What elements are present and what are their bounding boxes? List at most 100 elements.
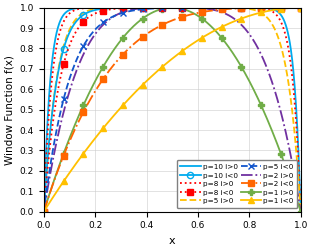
p=2 i<0 [180,16,184,18]
p=1 i<0 [121,104,125,107]
Line: p=1 i<0: p=1 i<0 [41,4,304,215]
p=10 i<0 [259,6,263,9]
p=10 i>0 [247,6,251,9]
p=8 i<0 [101,9,105,12]
p=8 i>0 [219,6,222,9]
p=1 i<0 [81,152,85,155]
p=2 i<0 [141,36,144,38]
p=8 i>0 [158,6,162,9]
p=1 i>0 [101,65,105,68]
p=5 i<0 [160,6,164,10]
p=1 i>0 [259,104,263,107]
p=8 i<0 [180,6,184,9]
p=1 i<0 [259,11,263,14]
p=2 i>0 [242,26,246,30]
p=10 i>0 [155,6,159,9]
p=2 i<0 [299,6,303,9]
p=5 i<0 [101,21,105,24]
p=8 i>0 [68,12,72,14]
p=1 i<0 [160,65,164,68]
Line: p=1 i>0: p=1 i>0 [40,6,304,215]
p=2 i<0 [240,7,243,10]
p=5 i>0 [242,7,246,10]
p=2 i>0 [68,88,72,91]
p=10 i<0 [62,47,66,50]
Line: p=2 i>0: p=2 i>0 [44,8,301,212]
p=8 i<0 [121,7,125,10]
Line: p=2 i<0: p=2 i<0 [41,4,304,215]
p=10 i<0 [220,6,223,9]
p=5 i>0 [299,210,303,213]
p=5 i<0 [180,6,184,9]
p=5 i>0 [146,6,149,9]
p=2 i>0 [42,210,46,213]
Line: p=5 i<0: p=5 i<0 [40,4,304,215]
p=1 i>0 [160,7,164,10]
p=2 i<0 [259,6,263,9]
p=5 i<0 [299,6,303,9]
p=2 i<0 [121,53,125,56]
p=1 i>0 [200,17,204,20]
p=5 i>0 [247,7,251,10]
p=5 i>0 [155,6,159,9]
p=8 i>0 [242,6,246,9]
p=1 i>0 [62,152,66,155]
p=8 i<0 [279,6,283,9]
p=8 i<0 [160,6,164,9]
p=1 i>0 [121,36,125,39]
Line: p=5 i>0: p=5 i>0 [44,8,301,212]
p=8 i<0 [259,6,263,9]
p=5 i<0 [121,11,125,14]
p=5 i>0 [68,27,72,30]
p=1 i<0 [180,50,184,52]
p=1 i>0 [299,210,303,213]
p=2 i<0 [62,154,66,157]
p=2 i<0 [200,11,204,14]
p=8 i>0 [146,6,149,9]
p=2 i>0 [155,6,159,9]
p=2 i>0 [146,6,149,10]
p=2 i<0 [279,6,283,9]
p=8 i<0 [42,210,46,213]
p=2 i<0 [160,23,164,26]
p=10 i>0 [42,210,46,213]
p=2 i>0 [170,6,174,9]
p=8 i>0 [299,210,303,213]
p=8 i>0 [42,210,46,213]
p=10 i<0 [180,6,184,9]
p=10 i<0 [200,6,204,9]
p=8 i<0 [299,6,303,9]
p=5 i<0 [200,6,204,9]
p=1 i<0 [200,36,204,39]
p=2 i<0 [101,78,105,80]
p=1 i<0 [240,17,243,20]
p=1 i<0 [101,127,105,130]
p=1 i>0 [180,7,184,10]
p=1 i>0 [240,65,243,68]
p=10 i<0 [42,210,46,213]
p=1 i>0 [42,210,46,213]
p=1 i<0 [62,180,66,183]
p=2 i<0 [81,111,85,114]
p=10 i>0 [242,6,246,9]
p=2 i>0 [219,10,222,13]
p=5 i<0 [62,98,66,101]
p=1 i<0 [299,6,303,9]
Line: p=10 i>0: p=10 i>0 [44,8,301,212]
p=2 i>0 [247,32,251,35]
p=2 i<0 [220,8,223,11]
p=8 i<0 [141,6,144,9]
p=8 i>0 [247,6,251,9]
p=5 i<0 [279,6,283,9]
p=10 i<0 [240,6,243,9]
Y-axis label: Window Function f(x): Window Function f(x) [4,55,14,164]
Line: p=10 i<0: p=10 i<0 [41,4,304,215]
p=1 i>0 [220,36,223,39]
p=1 i>0 [279,152,283,155]
p=5 i<0 [220,6,223,9]
p=8 i<0 [220,6,223,9]
p=2 i<0 [42,210,46,213]
p=10 i<0 [121,6,125,9]
p=10 i>0 [151,6,154,9]
p=5 i>0 [219,6,222,9]
